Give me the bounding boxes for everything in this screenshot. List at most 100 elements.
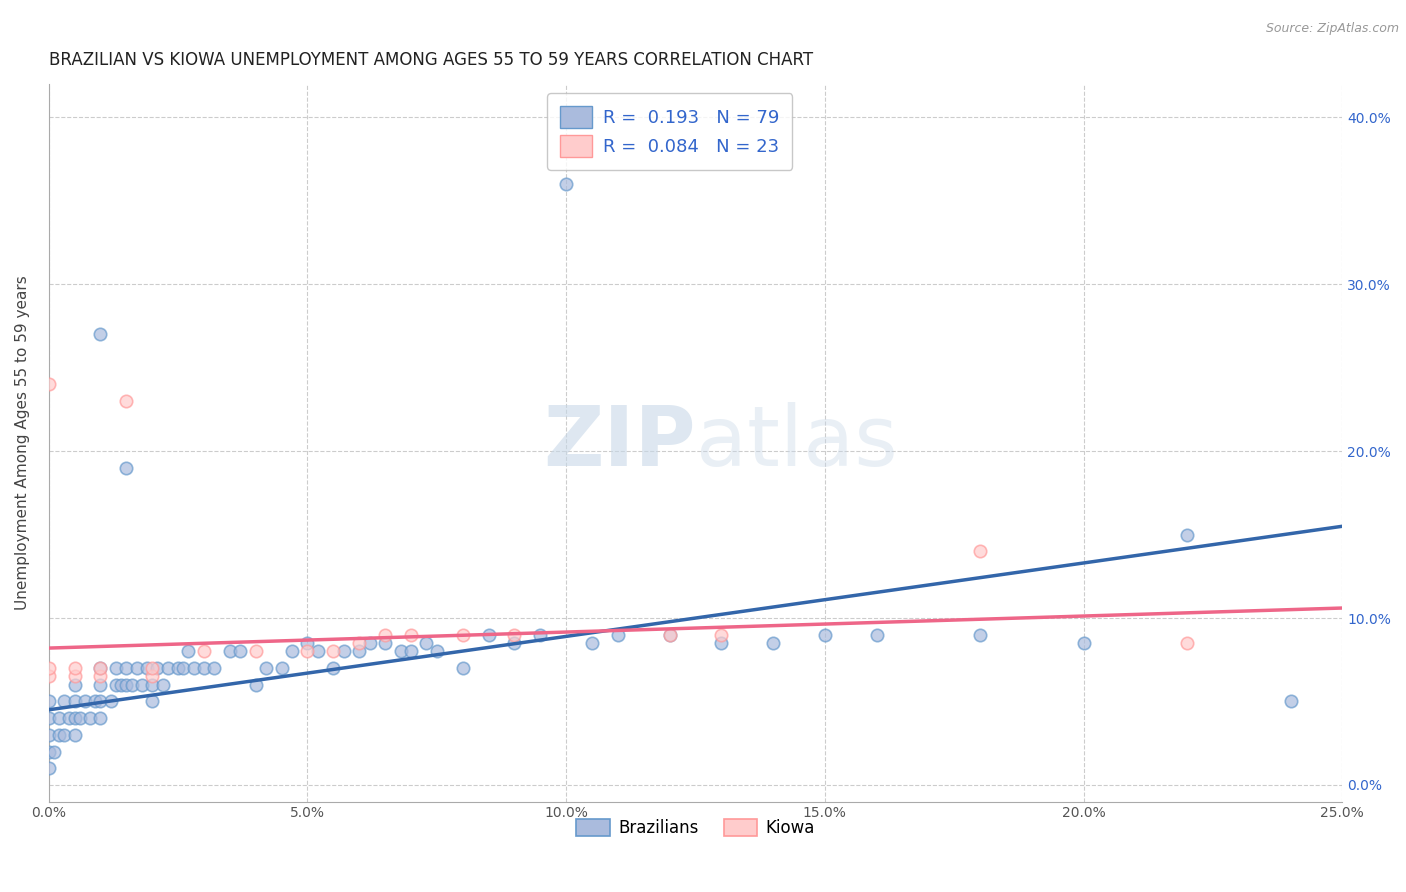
- Text: ZIP: ZIP: [543, 402, 696, 483]
- Point: [156, 661, 179, 675]
- Point: [89, 661, 111, 675]
- Point: [42, 745, 65, 759]
- Text: BRAZILIAN VS KIOWA UNEMPLOYMENT AMONG AGES 55 TO 59 YEARS CORRELATION CHART: BRAZILIAN VS KIOWA UNEMPLOYMENT AMONG AG…: [49, 51, 813, 69]
- Point: [193, 644, 215, 658]
- Point: [89, 669, 111, 683]
- Point: [297, 644, 319, 658]
- Point: [374, 636, 396, 650]
- Point: [1279, 694, 1302, 708]
- Point: [89, 661, 111, 675]
- Point: [38, 761, 60, 775]
- Point: [555, 178, 578, 192]
- Point: [100, 694, 122, 708]
- Point: [105, 661, 128, 675]
- Point: [347, 644, 370, 658]
- Point: [53, 694, 76, 708]
- Point: [451, 628, 474, 642]
- Point: [141, 661, 163, 675]
- Point: [281, 644, 304, 658]
- Point: [115, 678, 138, 692]
- Point: [38, 745, 60, 759]
- Point: [399, 628, 422, 642]
- Point: [477, 628, 499, 642]
- Point: [38, 669, 60, 683]
- Point: [63, 669, 86, 683]
- Point: [245, 644, 267, 658]
- Point: [359, 636, 381, 650]
- Text: atlas: atlas: [696, 402, 897, 483]
- Point: [38, 711, 60, 725]
- Point: [1073, 636, 1095, 650]
- Point: [270, 661, 292, 675]
- Point: [389, 644, 412, 658]
- Point: [245, 678, 267, 692]
- Point: [53, 728, 76, 742]
- Point: [710, 628, 733, 642]
- Point: [658, 628, 681, 642]
- Point: [202, 661, 225, 675]
- Point: [581, 636, 603, 650]
- Point: [38, 728, 60, 742]
- Point: [503, 628, 526, 642]
- Point: [89, 694, 111, 708]
- Point: [172, 661, 194, 675]
- Point: [322, 661, 344, 675]
- Point: [89, 327, 111, 342]
- Point: [110, 678, 132, 692]
- Point: [167, 661, 190, 675]
- Point: [193, 661, 215, 675]
- Point: [426, 644, 449, 658]
- Point: [63, 728, 86, 742]
- Point: [146, 661, 169, 675]
- Point: [307, 644, 329, 658]
- Point: [451, 661, 474, 675]
- Point: [152, 678, 174, 692]
- Point: [399, 644, 422, 658]
- Point: [131, 678, 153, 692]
- Point: [84, 694, 107, 708]
- Point: [183, 661, 205, 675]
- Point: [229, 644, 252, 658]
- Point: [297, 636, 319, 650]
- Point: [58, 711, 80, 725]
- Point: [38, 694, 60, 708]
- Point: [69, 711, 91, 725]
- Point: [762, 636, 785, 650]
- Point: [115, 394, 138, 409]
- Point: [1175, 636, 1198, 650]
- Point: [177, 644, 200, 658]
- Point: [322, 644, 344, 658]
- Point: [105, 678, 128, 692]
- Point: [89, 678, 111, 692]
- Point: [218, 644, 240, 658]
- Point: [865, 628, 887, 642]
- Point: [63, 694, 86, 708]
- Point: [79, 711, 101, 725]
- Point: [710, 636, 733, 650]
- Point: [254, 661, 277, 675]
- Point: [374, 628, 396, 642]
- Text: Source: ZipAtlas.com: Source: ZipAtlas.com: [1265, 22, 1399, 36]
- Point: [141, 669, 163, 683]
- Point: [141, 678, 163, 692]
- Point: [48, 728, 70, 742]
- Point: [48, 711, 70, 725]
- Point: [121, 678, 143, 692]
- Point: [347, 636, 370, 650]
- Point: [141, 694, 163, 708]
- Point: [332, 644, 354, 658]
- Point: [73, 694, 96, 708]
- Point: [115, 461, 138, 475]
- Point: [969, 628, 991, 642]
- Point: [63, 711, 86, 725]
- Y-axis label: Unemployment Among Ages 55 to 59 years: Unemployment Among Ages 55 to 59 years: [15, 276, 30, 610]
- Point: [814, 628, 837, 642]
- Point: [606, 628, 628, 642]
- Point: [415, 636, 437, 650]
- Point: [63, 661, 86, 675]
- Point: [503, 636, 526, 650]
- Point: [658, 628, 681, 642]
- Point: [115, 661, 138, 675]
- Point: [38, 661, 60, 675]
- Point: [38, 377, 60, 392]
